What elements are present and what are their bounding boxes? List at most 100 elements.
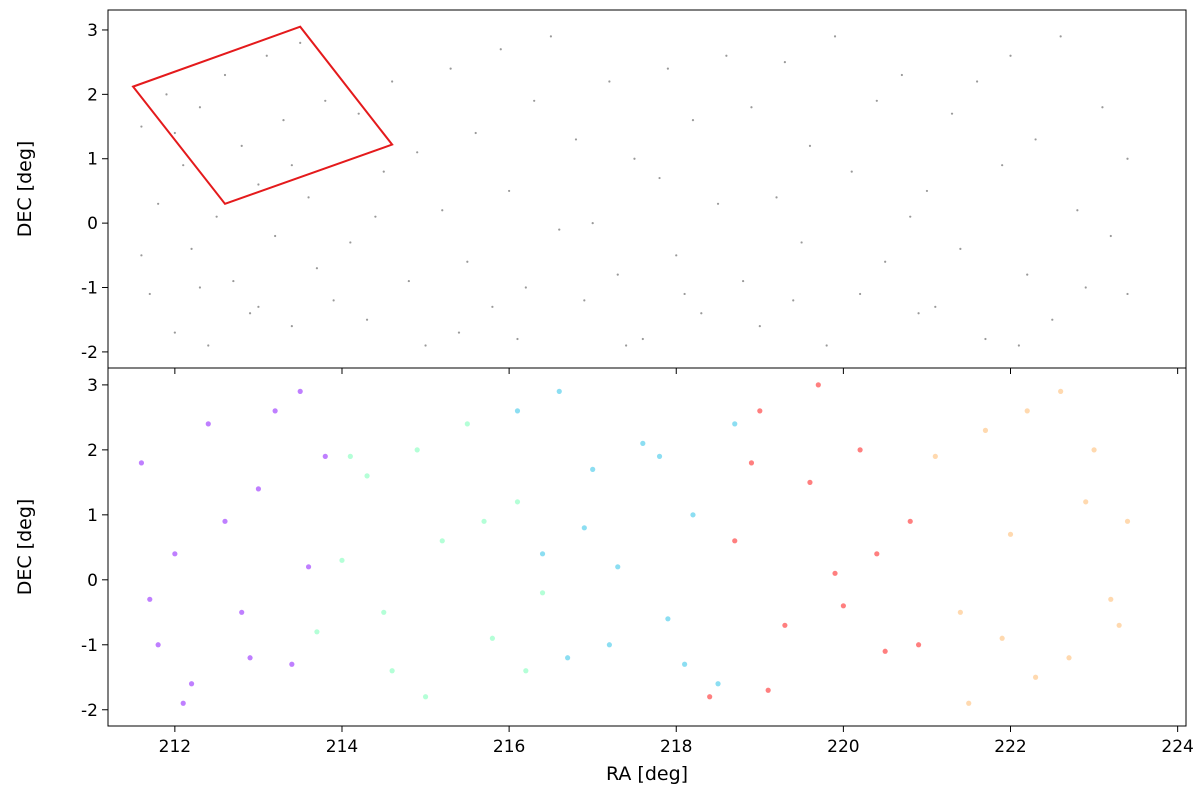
point (683, 292, 686, 296)
point (1001, 164, 1004, 167)
point (414, 447, 420, 453)
point (1124, 518, 1131, 524)
point (416, 151, 419, 154)
point (1032, 674, 1039, 680)
point (742, 279, 745, 283)
point (984, 337, 987, 341)
point (1108, 596, 1114, 602)
point (583, 299, 586, 302)
point (232, 279, 235, 283)
point (508, 189, 511, 193)
point (882, 648, 888, 654)
y-tick-label: 0 (87, 214, 98, 234)
point (1066, 655, 1072, 661)
point (850, 170, 853, 173)
point (257, 183, 260, 186)
point (608, 80, 611, 83)
point (365, 318, 369, 321)
point (715, 681, 721, 687)
y-tick-label: -2 (81, 343, 98, 363)
point (239, 609, 245, 615)
point (549, 35, 552, 38)
point (481, 518, 487, 524)
point (205, 421, 211, 427)
point (307, 196, 310, 199)
point (240, 144, 243, 147)
point (915, 642, 922, 648)
point (959, 247, 962, 250)
point (857, 447, 863, 453)
y-tick-label: 1 (87, 506, 98, 526)
point (1034, 138, 1037, 141)
point (975, 80, 979, 83)
point (656, 453, 663, 459)
point (725, 54, 728, 57)
point (558, 228, 561, 231)
point (215, 215, 218, 218)
x-axis-label: RA [deg] (606, 763, 688, 785)
point (248, 312, 252, 315)
point (1059, 35, 1062, 38)
y-axis-label: DEC [deg] (14, 499, 36, 596)
point (347, 453, 353, 459)
y-tick-label: 2 (87, 441, 98, 461)
point (1116, 622, 1122, 628)
point (925, 189, 929, 193)
point (449, 67, 452, 70)
point (257, 305, 260, 308)
y-tick-label: -1 (81, 636, 98, 656)
point (616, 273, 619, 276)
point (1017, 344, 1020, 347)
point (833, 35, 837, 38)
point (491, 305, 494, 308)
point (290, 325, 293, 328)
point (1109, 234, 1112, 238)
point (173, 331, 176, 334)
point (223, 73, 227, 77)
point (422, 694, 429, 700)
point (516, 337, 519, 341)
point (533, 99, 536, 102)
point (457, 331, 461, 334)
point (690, 512, 696, 518)
point (140, 125, 143, 128)
point (917, 312, 920, 315)
point (682, 661, 688, 667)
point (165, 93, 168, 96)
point (148, 292, 151, 296)
outline (131, 25, 394, 205)
point (716, 202, 720, 205)
point (590, 466, 596, 472)
y-axis-label: DEC [deg] (14, 141, 36, 238)
point (748, 460, 755, 466)
point (591, 222, 594, 225)
point (1126, 292, 1129, 296)
point (207, 344, 210, 347)
point (382, 170, 385, 173)
point (1058, 388, 1064, 394)
point (732, 538, 738, 544)
point (489, 635, 496, 641)
point (357, 112, 360, 115)
y-tick-label: 3 (87, 21, 98, 41)
point (1083, 499, 1089, 505)
point (840, 603, 846, 609)
point (222, 518, 228, 524)
point (198, 106, 202, 109)
point (407, 279, 410, 283)
point (188, 681, 195, 687)
point (640, 440, 646, 446)
point (574, 138, 578, 141)
point (1126, 157, 1129, 160)
point (539, 551, 546, 557)
point (765, 687, 771, 693)
point (675, 254, 678, 257)
point (155, 642, 161, 648)
point (282, 119, 285, 122)
point (290, 164, 293, 167)
point (907, 518, 913, 524)
point (884, 260, 887, 263)
point (1009, 54, 1012, 57)
point (138, 460, 145, 466)
point (198, 286, 202, 289)
